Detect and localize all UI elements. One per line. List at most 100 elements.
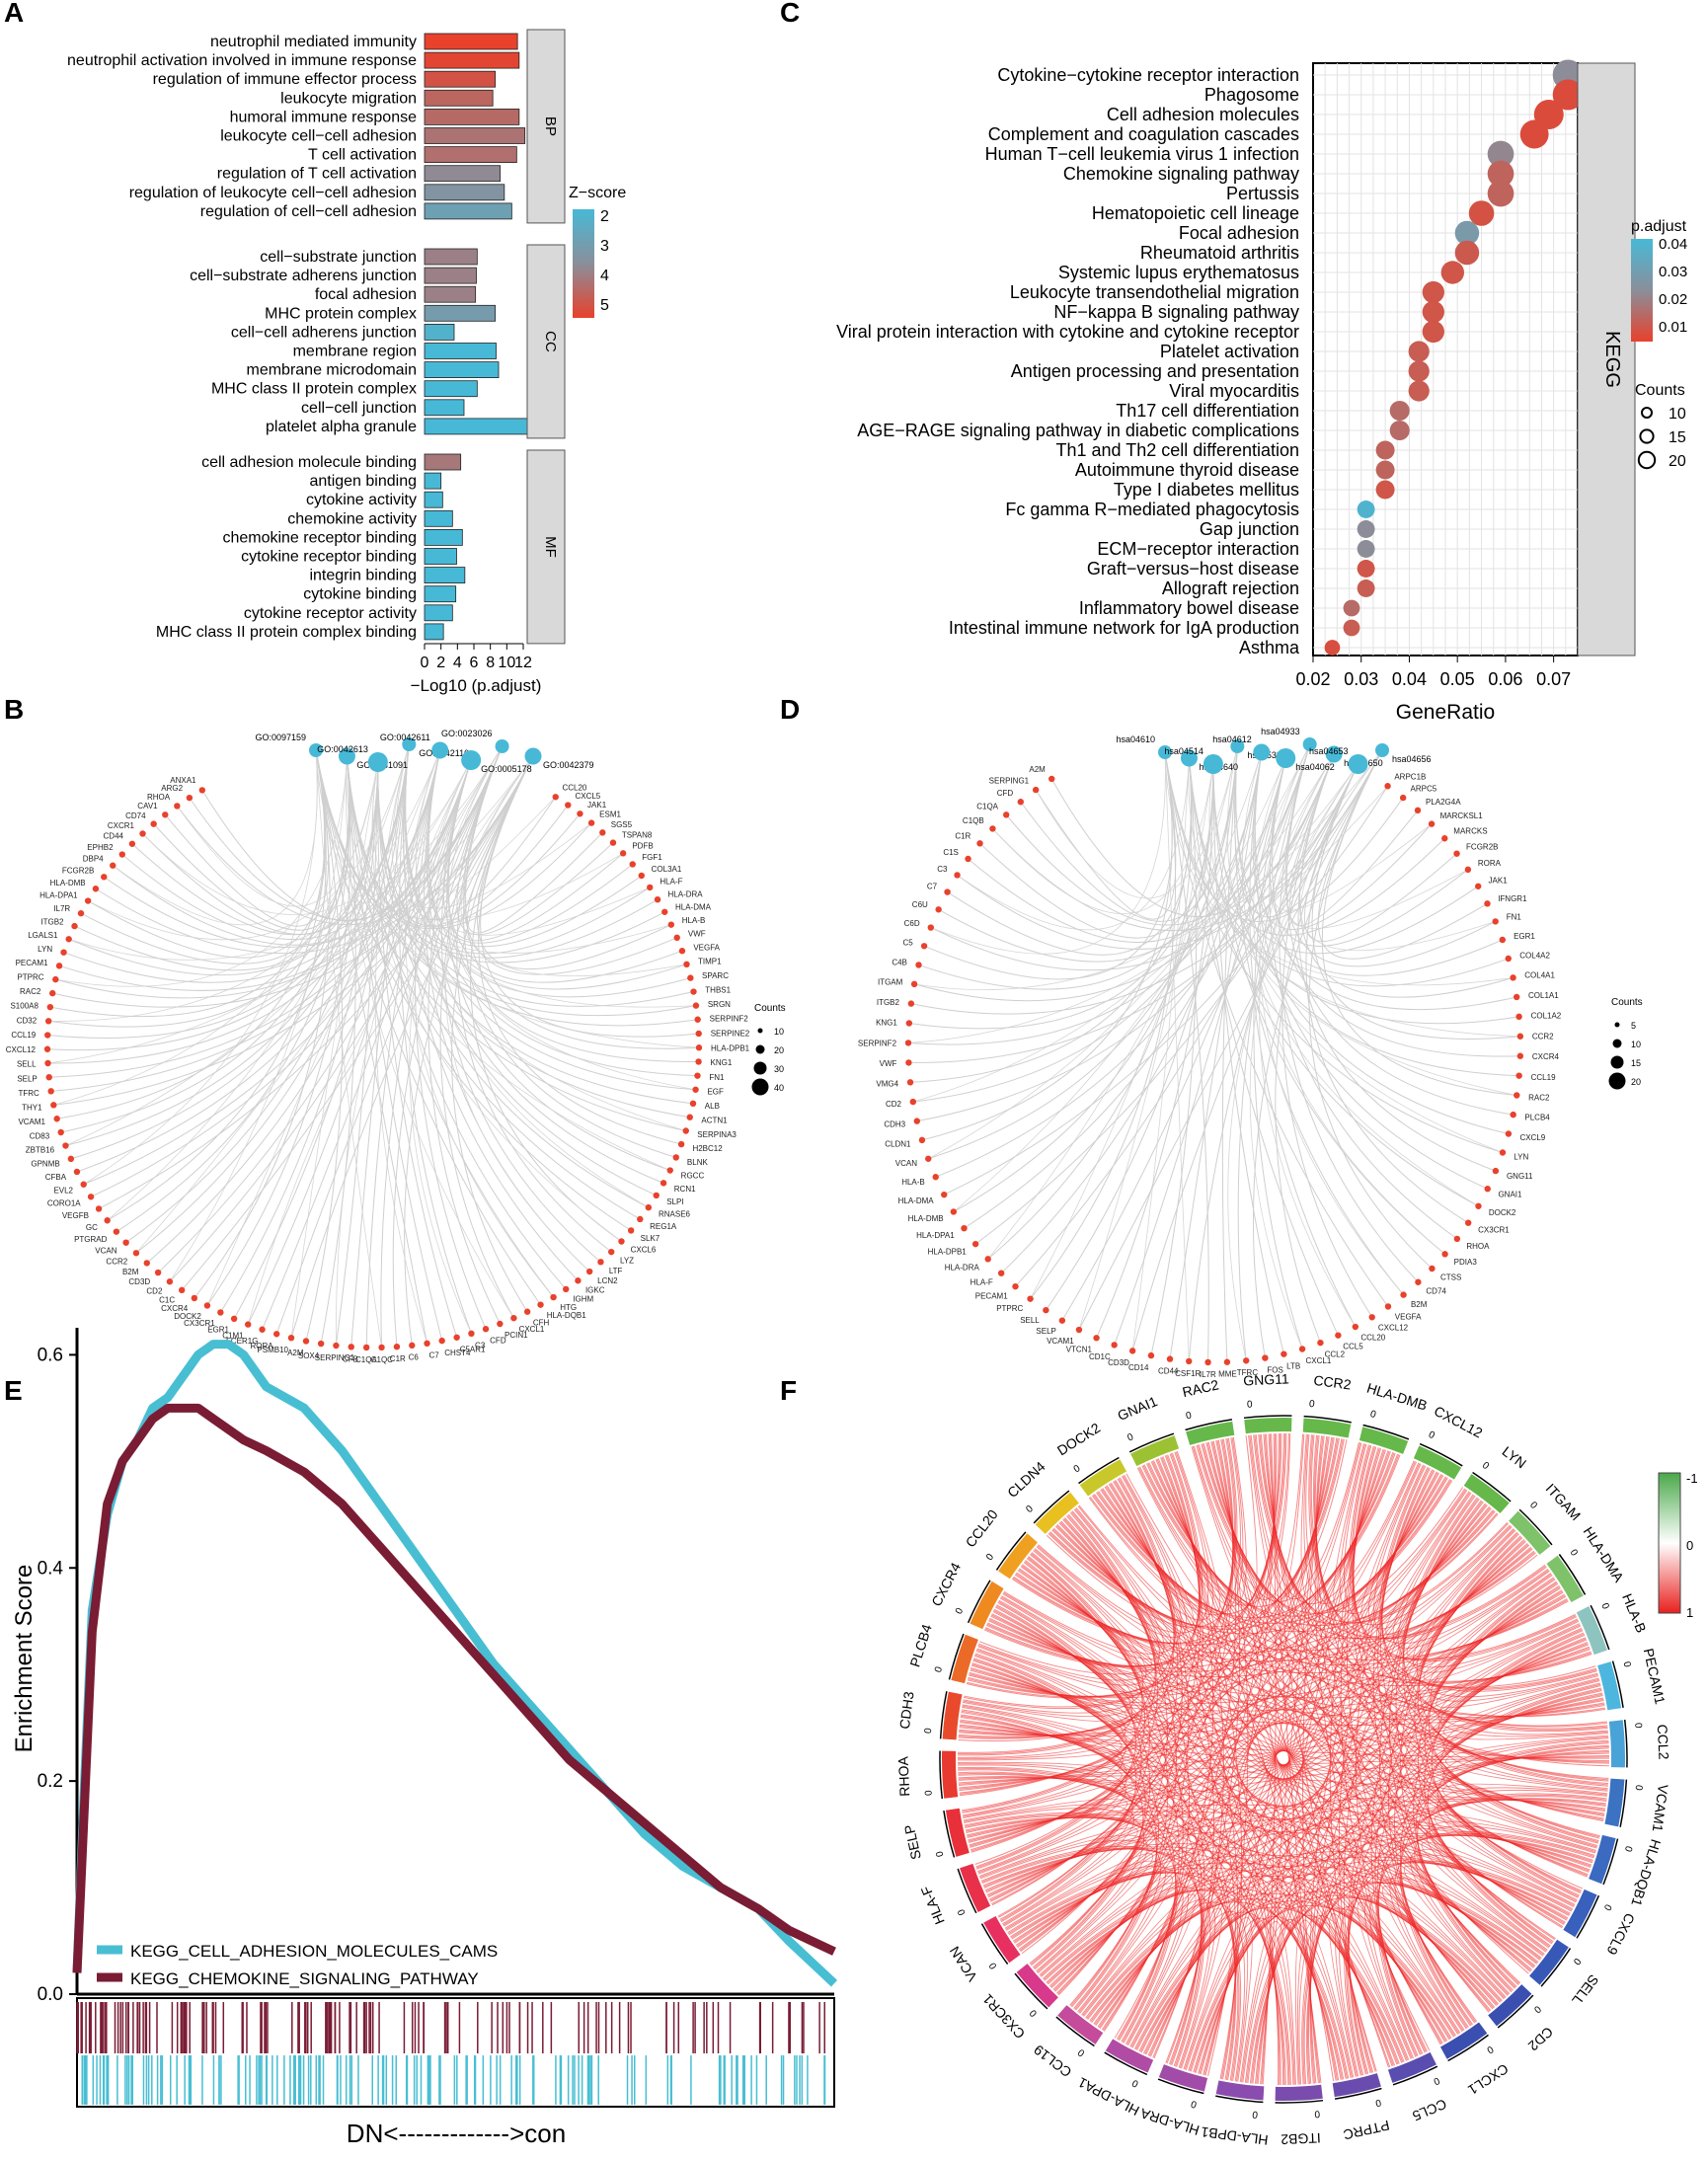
panel-d-gene-label: SELL [1020, 1316, 1040, 1325]
panel-b-gene-node [666, 1167, 673, 1174]
panel-b-gene-node [453, 1334, 460, 1341]
panel-b-gene-node [80, 1181, 87, 1188]
panel-f-sector-zero: 0 [1632, 1723, 1643, 1729]
panel-b-hub-label: GO:0042613 [317, 744, 368, 754]
panel-b-edge [135, 745, 503, 1254]
panel-f-chord [962, 1552, 1143, 1813]
panel-c-term-label: Human T−cell leukemia virus 1 infection [985, 144, 1299, 164]
panel-d-hub-label: hsa04514 [1164, 746, 1203, 756]
panel-b-gene-node [132, 1250, 140, 1257]
panel-b-gene-node [585, 1268, 593, 1275]
panel-b-gene-node [44, 1059, 51, 1067]
panel-a-term-label: membrane microdomain [246, 362, 417, 379]
panel-d-edge [1252, 749, 1383, 1358]
panel-b-gene-label: EGR1 [207, 1326, 229, 1335]
panel-b-gene-node [302, 1338, 310, 1345]
panel-c-term-label: Platelet activation [1160, 342, 1299, 361]
panel-b-edge [112, 759, 472, 946]
panel-f-sector-label: SELP [901, 1823, 924, 1861]
panel-b-gene-label: CD83 [30, 1131, 50, 1140]
panel-f-sector-zero: 0 [933, 1665, 945, 1674]
panel-c-term-label: Viral protein interaction with cytokine … [836, 322, 1299, 342]
panel-d-hub-label: hsa04612 [1212, 734, 1252, 744]
panel-f-sector-arc [1509, 1510, 1551, 1555]
panel-d-gene-node [1484, 1186, 1491, 1193]
panel-b-gene-label: ACTN1 [701, 1117, 728, 1125]
panel-d-gene-node [954, 872, 961, 879]
panel-f-sector-arc [942, 1691, 963, 1740]
panel-d-gene-label: CCL2 [1325, 1350, 1346, 1358]
panel-f-chord [1413, 1630, 1584, 1991]
panel-f-sector-label: CDH3 [896, 1690, 917, 1730]
panel-c-dot [1454, 220, 1480, 246]
panel-label-a: A [4, 0, 24, 28]
panel-d-gene-label: CXCL12 [1378, 1324, 1409, 1333]
panel-d-gene-label: VMG4 [876, 1080, 898, 1089]
panel-b-edge [116, 755, 350, 1233]
panel-d-gene-label: C4B [892, 958, 907, 966]
panel-d-gene-label: VCAN [895, 1159, 917, 1168]
panel-f-sector-label: PECAM1 [1641, 1647, 1669, 1706]
panel-f-chord [1246, 1882, 1541, 2083]
panel-b-hub-node [495, 739, 509, 753]
panel-d-edge [935, 743, 1311, 1178]
panel-b-edge [346, 755, 443, 1342]
panel-b-gene-label: FCER1G [226, 1337, 258, 1346]
panel-d-legend-tick: 5 [1631, 1021, 1636, 1031]
panel-f-chord [1039, 1875, 1173, 2014]
panel-f-sector-zero: 0 [923, 1790, 934, 1796]
panel-b-gene-label: LCN2 [597, 1276, 618, 1285]
panel-f-sector-label: RHOA [894, 1755, 912, 1797]
panel-d-gene-label: VCAM1 [1047, 1337, 1074, 1346]
panel-d-hub-node [1230, 739, 1245, 753]
panel-d-gene-node [1317, 1339, 1324, 1347]
panel-f-sector-arc [983, 1915, 1021, 1964]
panel-d-edge [1000, 751, 1263, 1274]
panel-f-chord [1436, 1623, 1599, 1709]
panel-d-gene-node [984, 1256, 991, 1263]
panel-f-chord [963, 1798, 1128, 1875]
panel-a-bar [424, 604, 453, 622]
panel-b-gene-node [686, 1114, 693, 1120]
panel-d-edge [1234, 745, 1404, 1295]
panel-d-gene-label: CLDN1 [885, 1139, 911, 1148]
panel-b-gene-label: DOCK2 [174, 1312, 201, 1321]
panel-d-edge [957, 757, 1190, 931]
panel-a-term-label: cytokine binding [303, 586, 417, 603]
panel-b-hub-node [431, 741, 449, 759]
panel-b-gene-label: CCL20 [562, 783, 586, 792]
panel-d-gene-node [1415, 1278, 1422, 1285]
panel-b-gene-label: CXCR1 [108, 821, 135, 830]
panel-d-hub-node [1253, 743, 1271, 761]
panel-f-chord [974, 1654, 1146, 1969]
panel-d-gene-label: C1S [943, 848, 959, 857]
panel-f-sector-zero: 0 [984, 1552, 996, 1563]
panel-c-legend-padj-tick: 0.04 [1659, 236, 1687, 253]
panel-f-chord [1139, 1439, 1348, 1607]
panel-b-gene-node [660, 1180, 667, 1187]
panel-b-edge [451, 755, 534, 1312]
panel-d-gene-label: LTB [1286, 1361, 1300, 1370]
panel-a-legend-tick: 4 [600, 268, 609, 284]
panel-c-term-label: Complement and coagulation cascades [988, 124, 1299, 144]
panel-f-chord [964, 1804, 1135, 1926]
panel-b-gene-node [95, 1205, 103, 1212]
panel-d-gene-node [1510, 974, 1516, 981]
panel-f-sector-label: SELL [1569, 1971, 1602, 2008]
panel-a-term-label: neutrophil mediated immunity [210, 34, 417, 50]
panel-f-chord [1008, 1872, 1290, 2085]
panel-b-edge [463, 745, 676, 1158]
panel-b-gene-node [510, 1314, 517, 1322]
panel-d-gene-label: HLA-DMA [898, 1196, 935, 1205]
panel-d-edge [1212, 763, 1445, 1255]
panel-d-gene-label: DOCK2 [1489, 1208, 1516, 1217]
panel-d-gene-node [1166, 1355, 1174, 1362]
panel-f-axis-arc [1447, 2034, 1489, 2062]
panel-d-edge [964, 757, 1286, 1229]
panel-d-gene-label: CXCL9 [1519, 1133, 1545, 1142]
panel-f-chord [1249, 1434, 1361, 1600]
panel-a-term-label: focal adhesion [315, 286, 417, 303]
panel-b-gene-label: CFBA [45, 1173, 67, 1182]
panel-d-gene-label: PDIA3 [1454, 1258, 1478, 1267]
panel-d-gene-node [1453, 850, 1460, 857]
